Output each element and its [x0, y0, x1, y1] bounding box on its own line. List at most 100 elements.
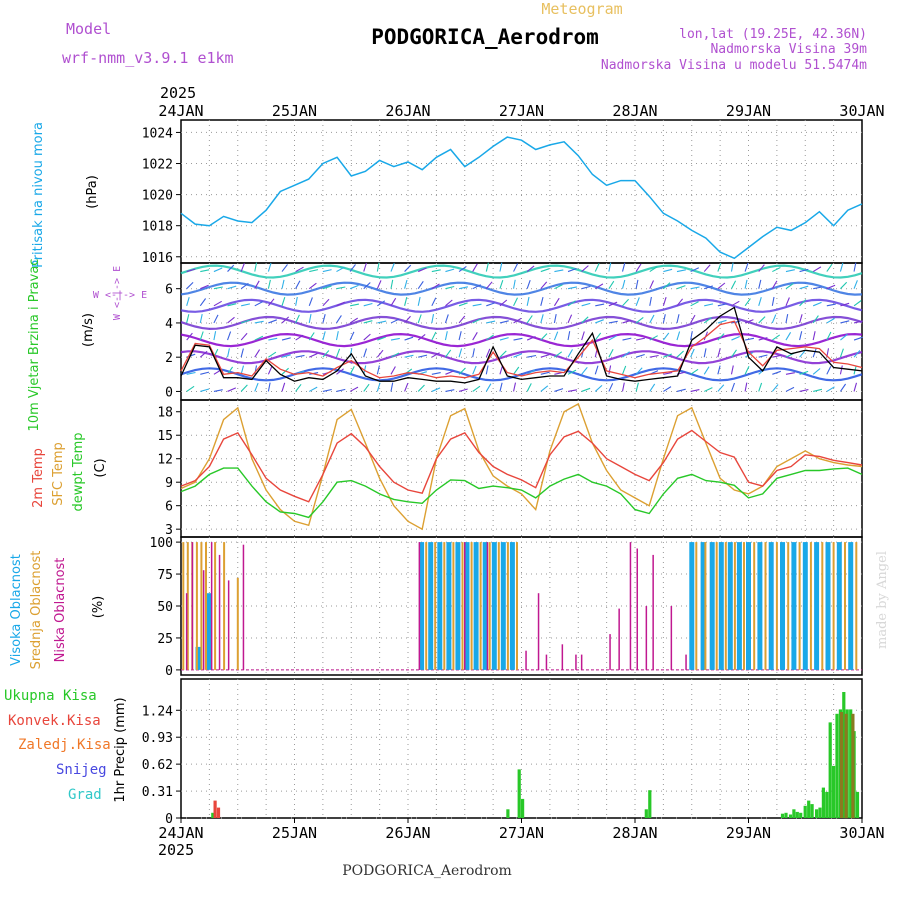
wind-arrow — [186, 282, 194, 290]
wind-arrow — [717, 282, 726, 290]
wind-arrow — [445, 389, 455, 392]
wind-arrow — [336, 388, 346, 392]
time-label-top: 25JAN — [272, 102, 317, 120]
cloud-low-bar — [618, 608, 620, 670]
precip-total-bar — [784, 812, 788, 818]
wind-arrow — [485, 383, 492, 392]
wind-arrow — [363, 348, 368, 358]
y-tick-label: 0 — [165, 812, 173, 827]
precip-total-bar — [799, 812, 803, 818]
wind-arrow — [554, 388, 564, 392]
precip-total-bar — [815, 809, 819, 818]
precip-total-bar — [521, 798, 525, 818]
wind-arrow — [717, 333, 725, 341]
wind-arrow — [540, 354, 550, 358]
wind-arrow — [458, 265, 467, 273]
wind-arrow — [662, 297, 667, 306]
cloud-high-bar — [791, 542, 797, 670]
y-tick-label: 75 — [157, 568, 173, 583]
wind-arrow — [526, 383, 532, 392]
wind-arrow — [417, 267, 427, 273]
wind-arrow — [377, 336, 386, 341]
wind-arrow — [363, 383, 370, 392]
wind-arrow — [690, 348, 695, 358]
station-title: PODGORICA_Aerodrom — [371, 25, 599, 49]
wind-arrow — [472, 332, 478, 341]
wind-arrow — [417, 333, 426, 341]
wind-arrow — [227, 331, 232, 341]
precip-total-bar — [828, 722, 832, 818]
wind-arrow — [635, 367, 643, 375]
wind-arrow — [839, 348, 844, 358]
wind-arrow — [322, 350, 330, 358]
wind-arrow — [281, 354, 291, 358]
wind-arrow — [744, 365, 750, 375]
wind-arrow — [758, 382, 763, 392]
wind-arrow — [649, 280, 655, 289]
wind-arrow — [744, 352, 754, 358]
cloud-low-bar — [645, 606, 648, 670]
wind-arrow — [335, 348, 341, 358]
wind-arrow — [390, 262, 395, 272]
wind-arrow — [268, 351, 277, 358]
wind-arrow — [785, 313, 789, 324]
wind-arrow — [622, 319, 632, 324]
wind-arrow — [227, 303, 237, 307]
cloud-mid-bar — [182, 542, 185, 670]
cloud-low-bar — [629, 542, 632, 670]
wind-arrow — [458, 348, 463, 358]
wind-arrow — [513, 279, 516, 289]
wind-arrow — [799, 285, 809, 290]
wind-arrow — [785, 372, 795, 375]
wind-arrow — [240, 263, 245, 272]
wind-arrow — [826, 317, 835, 324]
wind-arrow — [499, 262, 503, 272]
wind-arrow — [567, 349, 573, 358]
credit-watermark: made by Angel — [875, 551, 890, 649]
wind-arrow — [826, 284, 836, 290]
cloud-mid-bar — [425, 542, 428, 670]
wind-arrow — [213, 300, 222, 307]
wind-arrow — [608, 320, 618, 324]
precip-total-bar — [644, 809, 648, 818]
wind-arrow — [335, 331, 339, 341]
precip-total-bar — [842, 692, 846, 818]
wind-arrow — [486, 320, 496, 324]
precip-conv-bar — [216, 807, 221, 818]
wind-arrow — [594, 365, 599, 375]
wind-arrow — [717, 262, 722, 272]
wind-arrow — [308, 313, 312, 324]
wind-arrow — [608, 349, 614, 358]
wind-arrow — [581, 285, 591, 290]
precip-total-bar — [803, 805, 807, 818]
wind-arrow — [281, 279, 285, 289]
wind-arrow — [581, 366, 588, 375]
cloud-high-bar — [709, 542, 715, 670]
wind-arrow — [676, 285, 686, 290]
cloud-low-bar — [545, 654, 548, 670]
wind-arrow — [758, 367, 766, 375]
cloud-low-bar — [218, 554, 221, 670]
precip-total-label: Ukupna Kisa — [4, 688, 97, 704]
pressure-unit: (hPa) — [85, 175, 100, 209]
wind-arrow — [853, 280, 858, 289]
cloud-mid-bar — [488, 542, 491, 670]
cloud-high-bar — [473, 542, 479, 670]
wind-arrow — [227, 264, 235, 272]
wind-arrow — [635, 297, 640, 307]
wind-arrow — [349, 264, 356, 272]
y-tick-label: 50 — [157, 600, 173, 615]
wind-arrow — [472, 318, 482, 324]
wind-arrow — [567, 314, 573, 324]
precip-total-bar — [211, 812, 215, 818]
wind-arrow — [594, 263, 600, 272]
cloud-low-bar — [486, 542, 489, 670]
wind-arrow — [704, 303, 714, 307]
wind-arrow — [499, 365, 504, 375]
wind-arrow — [349, 317, 358, 324]
wind-arrow — [485, 365, 489, 375]
wind-arrow — [771, 296, 775, 306]
cloud-high-bar — [727, 542, 733, 670]
y-tick-label: 18 — [157, 406, 173, 421]
wind-arrow — [608, 262, 612, 272]
